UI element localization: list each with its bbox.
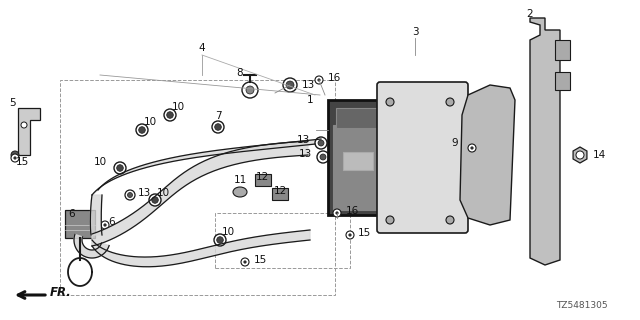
Polygon shape — [18, 108, 40, 155]
Circle shape — [116, 165, 124, 171]
Text: 10: 10 — [94, 157, 107, 167]
Circle shape — [149, 194, 161, 206]
Circle shape — [386, 98, 394, 106]
Text: 15: 15 — [254, 255, 268, 265]
Text: TZ5481305: TZ5481305 — [556, 301, 608, 310]
Text: 6: 6 — [109, 217, 115, 227]
Circle shape — [136, 124, 148, 136]
Text: 13: 13 — [299, 149, 312, 159]
Text: 9: 9 — [451, 138, 458, 148]
Circle shape — [114, 162, 126, 174]
Circle shape — [212, 121, 224, 133]
Circle shape — [468, 144, 476, 152]
Text: 11: 11 — [234, 175, 246, 185]
Polygon shape — [92, 230, 310, 267]
Circle shape — [318, 79, 320, 81]
Circle shape — [336, 212, 338, 214]
Bar — [60, 80, 335, 295]
Circle shape — [320, 154, 326, 160]
Circle shape — [318, 140, 324, 146]
Bar — [272, 188, 288, 200]
Ellipse shape — [233, 187, 247, 197]
Text: 8: 8 — [237, 68, 243, 78]
Circle shape — [214, 234, 226, 246]
Text: 16: 16 — [346, 206, 359, 216]
Text: 10: 10 — [221, 227, 235, 237]
Circle shape — [104, 224, 106, 226]
Circle shape — [471, 147, 473, 149]
Text: 5: 5 — [9, 98, 15, 108]
Text: 13: 13 — [138, 188, 151, 198]
Circle shape — [217, 237, 223, 243]
Bar — [343, 152, 373, 170]
Text: 13: 13 — [302, 80, 316, 90]
Circle shape — [349, 234, 351, 236]
Bar — [65, 210, 95, 238]
Circle shape — [242, 82, 258, 98]
Circle shape — [101, 221, 109, 229]
Text: 1: 1 — [307, 95, 313, 105]
Text: 12: 12 — [255, 172, 269, 182]
Polygon shape — [90, 195, 102, 235]
Text: FR.: FR. — [50, 286, 72, 300]
Text: 14: 14 — [593, 150, 606, 160]
Circle shape — [446, 216, 454, 224]
Circle shape — [14, 157, 16, 159]
Text: 6: 6 — [68, 209, 76, 219]
Text: 13: 13 — [297, 135, 310, 145]
Circle shape — [166, 112, 173, 118]
Polygon shape — [530, 18, 560, 265]
Circle shape — [246, 86, 254, 94]
Polygon shape — [92, 139, 321, 195]
Bar — [555, 72, 570, 90]
Circle shape — [244, 261, 246, 263]
Polygon shape — [74, 235, 109, 258]
Text: 12: 12 — [273, 186, 287, 196]
Text: 10: 10 — [172, 102, 184, 112]
Text: 15: 15 — [358, 228, 371, 238]
Circle shape — [164, 109, 176, 121]
Text: 2: 2 — [527, 9, 533, 19]
Circle shape — [576, 151, 584, 159]
FancyBboxPatch shape — [377, 82, 468, 233]
Circle shape — [127, 193, 132, 197]
Circle shape — [315, 76, 323, 84]
Circle shape — [125, 190, 135, 200]
Circle shape — [317, 151, 329, 163]
Circle shape — [283, 78, 297, 92]
Circle shape — [241, 258, 249, 266]
Text: 7: 7 — [214, 111, 221, 121]
Text: 10: 10 — [143, 117, 157, 127]
Bar — [336, 108, 402, 128]
Text: 3: 3 — [412, 27, 419, 37]
Circle shape — [333, 209, 341, 217]
Bar — [328, 100, 410, 215]
Bar — [555, 40, 570, 60]
Polygon shape — [92, 141, 308, 246]
Bar — [333, 125, 405, 210]
Circle shape — [386, 216, 394, 224]
Text: 16: 16 — [328, 73, 341, 83]
Text: 10: 10 — [156, 188, 170, 198]
Polygon shape — [573, 147, 587, 163]
Circle shape — [315, 137, 327, 149]
Circle shape — [21, 122, 27, 128]
Circle shape — [346, 231, 354, 239]
Circle shape — [152, 197, 158, 203]
Bar — [255, 174, 271, 186]
Circle shape — [214, 124, 221, 130]
Circle shape — [286, 81, 294, 89]
Circle shape — [446, 98, 454, 106]
Circle shape — [11, 151, 19, 159]
Text: 15: 15 — [15, 157, 29, 167]
Text: 4: 4 — [198, 43, 205, 53]
Circle shape — [11, 154, 19, 162]
Bar — [215, 213, 350, 268]
Circle shape — [139, 127, 145, 133]
Polygon shape — [460, 85, 515, 225]
